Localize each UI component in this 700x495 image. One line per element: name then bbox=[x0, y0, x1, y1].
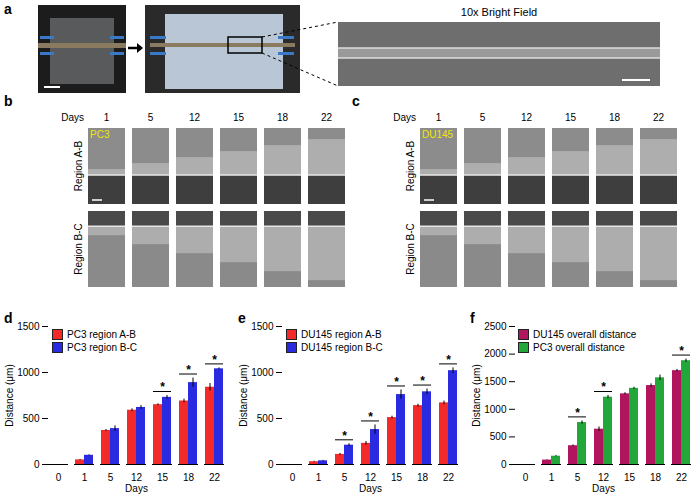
svg-text:22: 22 bbox=[676, 472, 688, 483]
svg-text:0: 0 bbox=[56, 472, 62, 483]
svg-text:12: 12 bbox=[131, 472, 143, 483]
svg-text:1: 1 bbox=[82, 472, 88, 483]
svg-text:22: 22 bbox=[443, 472, 455, 483]
svg-text:Days: Days bbox=[592, 483, 615, 494]
svg-text:*: * bbox=[212, 353, 217, 367]
svg-text:12: 12 bbox=[598, 472, 610, 483]
svg-text:Distance (μm): Distance (μm) bbox=[471, 364, 482, 426]
html-text:DU145 overall distance: DU145 overall distance bbox=[533, 329, 637, 340]
svg-text:*: * bbox=[342, 429, 347, 443]
svg-text:22: 22 bbox=[653, 112, 665, 123]
svg-text:1: 1 bbox=[104, 112, 110, 123]
svg-text:Region B-C: Region B-C bbox=[73, 223, 84, 275]
html-text:f: f bbox=[470, 310, 475, 326]
svg-text:15: 15 bbox=[565, 112, 577, 123]
svg-text:5: 5 bbox=[342, 472, 348, 483]
svg-text:*: * bbox=[679, 344, 684, 358]
html-text:PC3 region B-C: PC3 region B-C bbox=[67, 342, 137, 353]
svg-text:1500: 1500 bbox=[251, 321, 274, 332]
svg-text:15: 15 bbox=[157, 472, 169, 483]
svg-text:12: 12 bbox=[521, 112, 533, 123]
svg-text:1000: 1000 bbox=[17, 367, 40, 378]
svg-text:*: * bbox=[186, 363, 191, 377]
svg-text:DU145: DU145 bbox=[422, 129, 454, 140]
svg-text:*: * bbox=[394, 375, 399, 389]
svg-text:18: 18 bbox=[650, 472, 662, 483]
svg-text:*: * bbox=[575, 406, 580, 420]
svg-text:500: 500 bbox=[23, 413, 40, 424]
svg-text:18: 18 bbox=[609, 112, 621, 123]
svg-text:0: 0 bbox=[268, 459, 274, 470]
html-text:PC3 region A-B: PC3 region A-B bbox=[67, 329, 136, 340]
svg-text:Region B-C: Region B-C bbox=[405, 223, 416, 275]
svg-text:1: 1 bbox=[436, 112, 442, 123]
svg-text:1: 1 bbox=[316, 472, 322, 483]
svg-text:5: 5 bbox=[480, 112, 486, 123]
html-text:d: d bbox=[4, 310, 13, 326]
html-text:e: e bbox=[238, 310, 246, 326]
svg-text:Days: Days bbox=[359, 483, 382, 494]
svg-text:18: 18 bbox=[277, 112, 289, 123]
svg-text:Days: Days bbox=[393, 112, 416, 123]
svg-text:PC3: PC3 bbox=[90, 129, 110, 140]
svg-text:a: a bbox=[4, 1, 12, 17]
svg-text:12: 12 bbox=[365, 472, 377, 483]
svg-text:*: * bbox=[446, 353, 451, 367]
svg-text:Days: Days bbox=[125, 483, 148, 494]
svg-text:Days: Days bbox=[61, 112, 84, 123]
svg-text:*: * bbox=[368, 410, 373, 424]
svg-text:0: 0 bbox=[523, 472, 529, 483]
svg-text:18: 18 bbox=[183, 472, 195, 483]
svg-text:22: 22 bbox=[209, 472, 221, 483]
svg-text:5: 5 bbox=[148, 112, 154, 123]
svg-text:0: 0 bbox=[290, 472, 296, 483]
html-text:PC3 overall distance: PC3 overall distance bbox=[533, 342, 625, 353]
svg-text:1500: 1500 bbox=[17, 321, 40, 332]
svg-text:1000: 1000 bbox=[251, 367, 274, 378]
svg-text:500: 500 bbox=[257, 413, 274, 424]
svg-text:1500: 1500 bbox=[484, 376, 507, 387]
svg-text:15: 15 bbox=[624, 472, 636, 483]
svg-text:5: 5 bbox=[108, 472, 114, 483]
svg-text:18: 18 bbox=[417, 472, 429, 483]
html-text:DU145 region B-C: DU145 region B-C bbox=[301, 342, 383, 353]
svg-text:15: 15 bbox=[233, 112, 245, 123]
svg-text:12: 12 bbox=[189, 112, 201, 123]
svg-text:Distance (μm): Distance (μm) bbox=[238, 364, 249, 426]
svg-text:*: * bbox=[601, 380, 606, 394]
svg-text:15: 15 bbox=[391, 472, 403, 483]
html-text:DU145 region A-B: DU145 region A-B bbox=[301, 329, 382, 340]
svg-text:0: 0 bbox=[34, 459, 40, 470]
svg-text:Distance (μm): Distance (μm) bbox=[4, 364, 15, 426]
svg-text:5: 5 bbox=[575, 472, 581, 483]
svg-text:Region A-B: Region A-B bbox=[405, 140, 416, 191]
svg-text:2500: 2500 bbox=[484, 321, 507, 332]
svg-text:*: * bbox=[160, 380, 165, 394]
svg-text:22: 22 bbox=[321, 112, 333, 123]
svg-text:2000: 2000 bbox=[484, 348, 507, 359]
svg-text:10x Bright Field: 10x Bright Field bbox=[461, 6, 537, 18]
svg-text:*: * bbox=[420, 374, 425, 388]
svg-text:0: 0 bbox=[501, 459, 507, 470]
svg-text:500: 500 bbox=[490, 431, 507, 442]
svg-text:Region A-B: Region A-B bbox=[73, 140, 84, 191]
svg-text:c: c bbox=[352, 93, 360, 109]
svg-text:b: b bbox=[4, 93, 13, 109]
svg-text:1000: 1000 bbox=[484, 404, 507, 415]
svg-text:1: 1 bbox=[549, 472, 555, 483]
